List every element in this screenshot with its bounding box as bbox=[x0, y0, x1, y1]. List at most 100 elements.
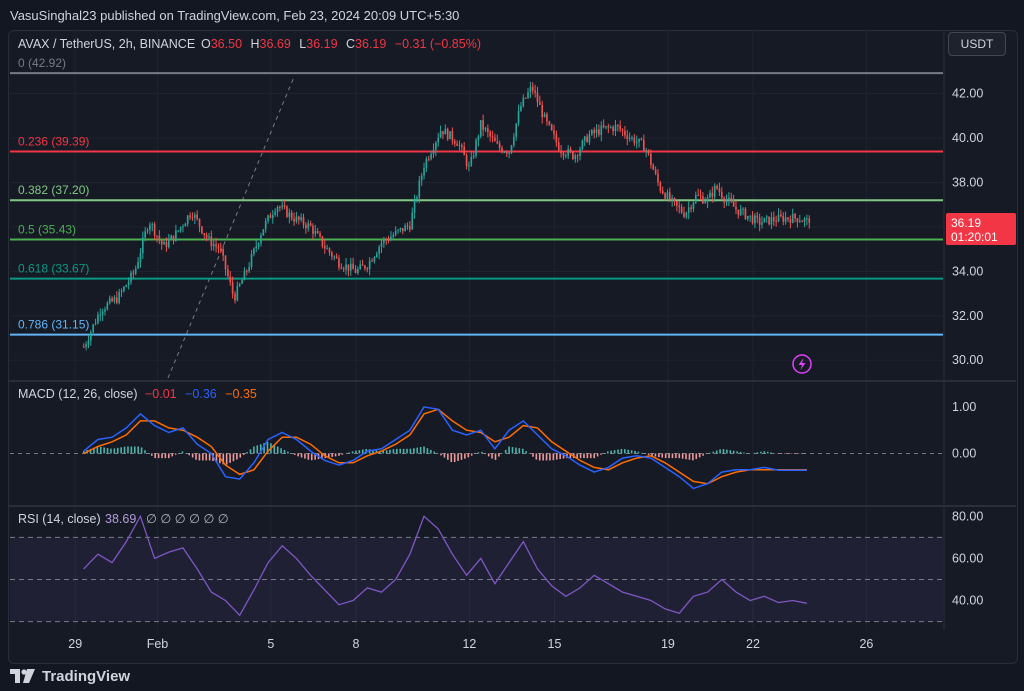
macd-pane bbox=[10, 406, 943, 490]
candle-body bbox=[777, 214, 780, 222]
candle-body bbox=[172, 235, 175, 241]
candle bbox=[751, 211, 754, 225]
candle-body bbox=[108, 298, 111, 304]
candle bbox=[305, 222, 307, 234]
candle-body bbox=[394, 230, 397, 236]
currency-button[interactable]: USDT bbox=[948, 32, 1006, 56]
candle bbox=[366, 266, 369, 273]
candle bbox=[789, 215, 792, 229]
candle-body bbox=[583, 136, 586, 141]
candle bbox=[668, 187, 671, 202]
candle bbox=[676, 200, 678, 212]
candle bbox=[163, 240, 165, 245]
candle-body bbox=[238, 283, 241, 286]
candle-body bbox=[224, 255, 227, 270]
candle-body bbox=[156, 235, 158, 237]
candle-body bbox=[550, 124, 553, 131]
candle-body bbox=[427, 158, 430, 160]
candle bbox=[361, 259, 364, 266]
candle bbox=[345, 258, 347, 275]
candle-body bbox=[364, 265, 366, 269]
candle bbox=[565, 153, 567, 159]
footer: TradingView bbox=[10, 665, 130, 687]
candle bbox=[569, 146, 572, 154]
candle-body bbox=[732, 201, 735, 207]
candle bbox=[198, 218, 201, 233]
candle bbox=[354, 265, 357, 274]
candle bbox=[326, 244, 328, 250]
candle-body bbox=[175, 230, 177, 241]
candle bbox=[737, 209, 740, 219]
candle-body bbox=[111, 298, 113, 302]
fib-level-label: 0.786 (31.15) bbox=[18, 318, 89, 332]
candle bbox=[359, 260, 362, 270]
candle-body bbox=[709, 192, 711, 198]
candle bbox=[144, 227, 147, 242]
candle-body bbox=[307, 223, 310, 229]
candle bbox=[635, 135, 638, 149]
candle bbox=[546, 112, 548, 126]
candle bbox=[465, 153, 468, 170]
candle-body bbox=[115, 297, 118, 303]
candle bbox=[654, 166, 657, 176]
candle-body bbox=[248, 267, 250, 272]
candle bbox=[534, 84, 536, 98]
candle-body bbox=[735, 206, 737, 210]
candle-body bbox=[302, 217, 305, 225]
candle bbox=[517, 104, 520, 127]
lightning-icon[interactable] bbox=[792, 354, 812, 374]
candle bbox=[364, 264, 366, 271]
candle bbox=[666, 189, 669, 200]
ohlc-close-label: C bbox=[346, 37, 355, 51]
candle bbox=[453, 139, 456, 147]
candle-body bbox=[399, 228, 402, 230]
header-legend: AVAX / TetherUS, 2h, BINANCE O36.50 H36.… bbox=[18, 37, 481, 51]
candle bbox=[616, 124, 619, 132]
candle bbox=[409, 220, 411, 233]
candle bbox=[784, 211, 787, 225]
candle-body bbox=[569, 148, 572, 152]
candle bbox=[309, 220, 312, 227]
candle-body bbox=[638, 138, 640, 142]
candle-body bbox=[567, 148, 570, 156]
candle-body bbox=[706, 197, 709, 202]
candle-body bbox=[253, 248, 255, 254]
candle-body bbox=[657, 173, 659, 183]
candle-body bbox=[702, 196, 704, 204]
candle-body bbox=[690, 207, 692, 209]
candle-body bbox=[409, 226, 411, 230]
candle-body bbox=[290, 212, 293, 219]
candle-body bbox=[305, 224, 307, 229]
candle bbox=[704, 197, 707, 204]
candle bbox=[253, 247, 255, 257]
candle-body bbox=[250, 253, 253, 268]
candle-body bbox=[470, 157, 473, 166]
candle bbox=[479, 120, 482, 139]
candle bbox=[749, 215, 751, 222]
x-tick-label: 29 bbox=[68, 637, 82, 651]
candle-body bbox=[328, 248, 331, 253]
ohlc-readout: O36.50 H36.69 L36.19 C36.19 −0.31 (−0.85… bbox=[201, 37, 481, 51]
candle-body bbox=[92, 324, 95, 333]
candle-body bbox=[442, 131, 444, 135]
x-tick-label: 22 bbox=[746, 637, 760, 651]
x-tick-label: Feb bbox=[147, 637, 169, 651]
candle-body bbox=[210, 236, 213, 247]
x-tick-label: 15 bbox=[548, 637, 562, 651]
candle-body bbox=[182, 226, 184, 228]
candle bbox=[104, 306, 106, 316]
candle-body bbox=[359, 264, 362, 269]
fib-level-label: 0.5 (35.43) bbox=[18, 223, 76, 237]
candle-body bbox=[572, 151, 574, 159]
candle-body bbox=[87, 340, 90, 345]
candle bbox=[449, 131, 451, 140]
candle-body bbox=[420, 175, 423, 181]
candle bbox=[801, 219, 803, 223]
candle-body bbox=[763, 217, 766, 223]
price-countdown: 01:20:01 bbox=[951, 230, 998, 244]
candle-body bbox=[463, 146, 466, 156]
candle-body bbox=[229, 276, 232, 283]
candle bbox=[744, 207, 747, 220]
candle bbox=[787, 216, 789, 223]
